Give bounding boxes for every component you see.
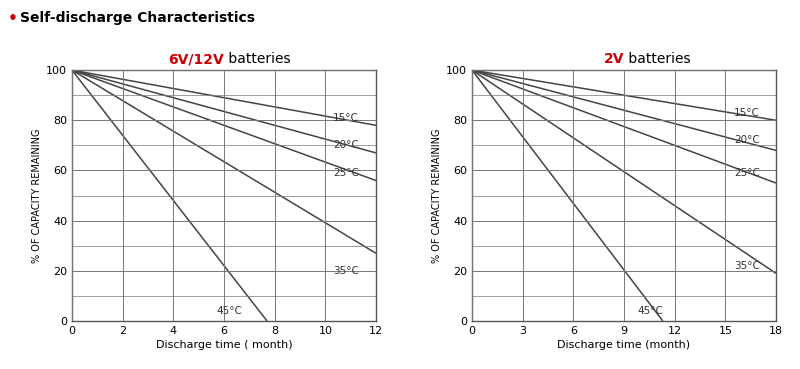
Text: 35°C: 35°C [333, 266, 359, 276]
X-axis label: Discharge time (month): Discharge time (month) [558, 340, 690, 350]
Text: 6V/12V: 6V/12V [168, 52, 224, 66]
Text: 25°C: 25°C [333, 168, 359, 178]
Text: batteries: batteries [224, 52, 290, 66]
Text: 2V: 2V [603, 52, 624, 66]
Text: 15°C: 15°C [734, 108, 760, 118]
X-axis label: Discharge time ( month): Discharge time ( month) [156, 340, 292, 350]
Text: batteries: batteries [624, 52, 690, 66]
Text: 35°C: 35°C [734, 261, 760, 271]
Y-axis label: % OF CAPACITY REMAINING: % OF CAPACITY REMAINING [432, 128, 442, 263]
Text: •: • [8, 11, 18, 26]
Y-axis label: % OF CAPACITY REMAINING: % OF CAPACITY REMAINING [32, 128, 42, 263]
Text: 15°C: 15°C [333, 113, 359, 123]
Text: 45°C: 45°C [638, 306, 663, 316]
Text: 25°C: 25°C [734, 168, 760, 178]
Text: 20°C: 20°C [333, 140, 358, 151]
Text: 20°C: 20°C [734, 135, 759, 145]
Text: 45°C: 45°C [216, 306, 242, 316]
Text: Self-discharge Characteristics: Self-discharge Characteristics [20, 11, 255, 25]
